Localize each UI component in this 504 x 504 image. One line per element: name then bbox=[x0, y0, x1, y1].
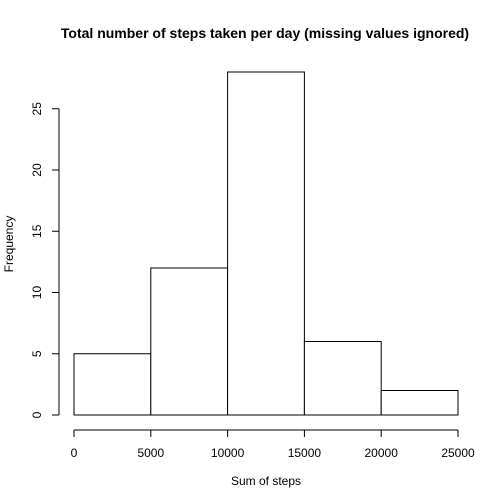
x-axis: 0 5000 10000 15000 20000 25000 bbox=[71, 429, 475, 460]
y-tick-label-4: 20 bbox=[30, 163, 44, 177]
x-tick-label-2: 10000 bbox=[211, 446, 245, 460]
x-axis-label: Sum of steps bbox=[231, 474, 301, 488]
y-tick-label-2: 10 bbox=[30, 286, 44, 300]
y-tick-label-0: 0 bbox=[30, 411, 44, 418]
y-tick-label-5: 25 bbox=[30, 102, 44, 116]
histogram-bar-0 bbox=[73, 353, 152, 416]
y-axis-label: Frequency bbox=[2, 216, 16, 273]
histogram-bar-1 bbox=[150, 267, 229, 416]
x-tick-label-4: 20000 bbox=[365, 446, 399, 460]
x-tick-label-5: 25000 bbox=[441, 446, 475, 460]
histogram-bars bbox=[73, 71, 459, 416]
y-tick-label-3: 15 bbox=[30, 224, 44, 238]
chart-title: Total number of steps taken per day (mis… bbox=[61, 25, 469, 41]
y-axis: 0 5 10 15 20 25 bbox=[30, 102, 60, 418]
histogram-bar-2 bbox=[227, 71, 305, 416]
histogram-bar-3 bbox=[303, 341, 382, 416]
y-tick-label-1: 5 bbox=[30, 350, 44, 357]
x-tick-label-0: 0 bbox=[71, 446, 78, 460]
x-tick-label-3: 15000 bbox=[288, 446, 322, 460]
x-tick-label-1: 5000 bbox=[137, 446, 164, 460]
histogram-bar-4 bbox=[380, 390, 459, 416]
